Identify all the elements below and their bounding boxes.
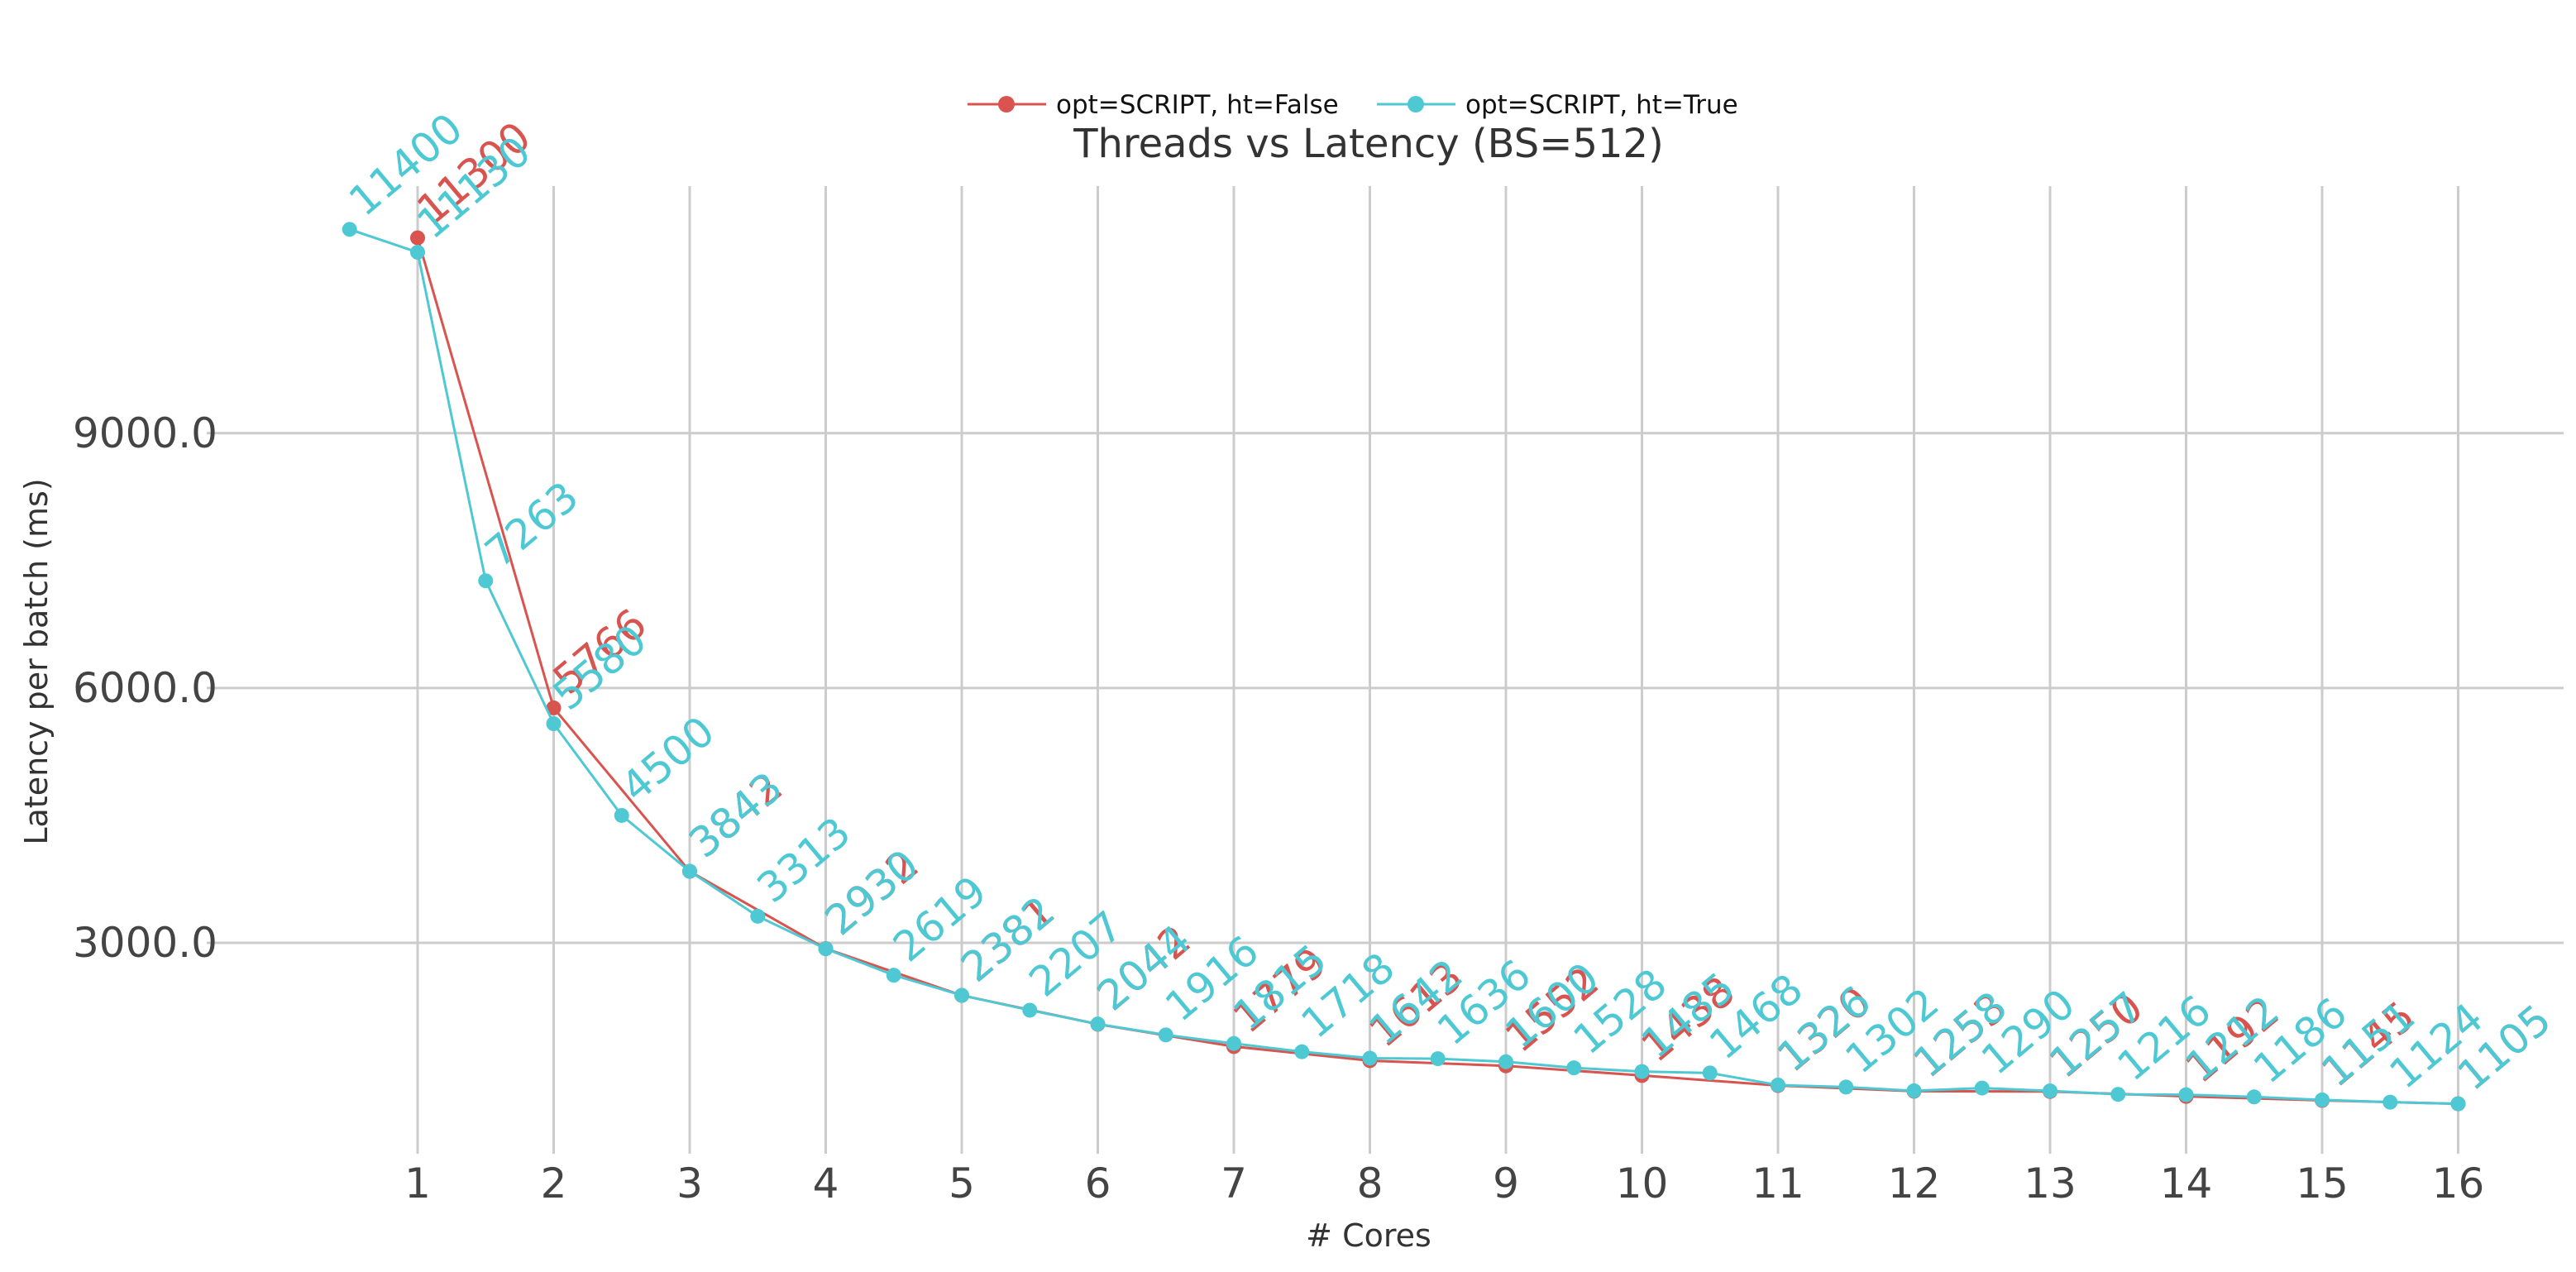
series-lines (342, 222, 2466, 1112)
data-label-ht-true-5: 3843 (680, 763, 791, 867)
x-tick-label-3: 3 (676, 1160, 703, 1207)
legend: opt=SCRIPT, ht=False opt=SCRIPT, ht=True (968, 90, 1738, 120)
data-point-ht-true-28 (2246, 1089, 2262, 1105)
data-point-ht-false-1 (546, 700, 562, 715)
data-point-ht-true-19 (1634, 1064, 1650, 1079)
data-point-ht-true-7 (818, 941, 834, 957)
x-tick-label-7: 7 (1221, 1160, 1247, 1207)
data-point-ht-true-12 (1158, 1027, 1173, 1043)
grid (207, 186, 2564, 1154)
y-tick-labels: 3000.0 6000.0 9000.0 (73, 409, 217, 967)
x-tick-label-10: 10 (1616, 1160, 1669, 1207)
data-point-ht-true-15 (1362, 1050, 1378, 1066)
x-tick-label-4: 4 (813, 1160, 839, 1207)
data-label-ht-true-4: 4500 (612, 707, 724, 811)
x-tick-label-9: 9 (1493, 1160, 1519, 1207)
data-point-ht-true-21 (1771, 1077, 1785, 1093)
chart-title: Threads vs Latency (BS=512) (1073, 121, 1664, 167)
legend-marker-ht-true (1407, 96, 1424, 112)
x-tick-label-6: 6 (1085, 1160, 1111, 1207)
data-point-ht-true-29 (2315, 1092, 2330, 1107)
data-point-ht-true-27 (2178, 1087, 2194, 1102)
data-point-ht-true-23 (1906, 1083, 1922, 1098)
x-tick-label-15: 15 (2296, 1160, 2349, 1207)
data-point-ht-true-2 (478, 573, 494, 589)
x-tick-label-5: 5 (949, 1160, 975, 1207)
data-point-ht-false-0 (410, 230, 425, 246)
data-point-ht-true-9 (954, 987, 969, 1003)
data-point-ht-true-14 (1294, 1044, 1310, 1059)
data-point-ht-true-20 (1702, 1065, 1718, 1081)
data-point-ht-true-31 (2450, 1096, 2466, 1112)
legend-item-ht-false: opt=SCRIPT, ht=False (968, 90, 1339, 120)
x-tick-label-16: 16 (2432, 1160, 2485, 1207)
data-point-ht-true-1 (410, 245, 425, 261)
data-point-ht-true-13 (1226, 1035, 1241, 1051)
x-tick-label-8: 8 (1357, 1160, 1384, 1207)
data-point-ht-true-17 (1498, 1054, 1513, 1069)
data-point-ht-true-18 (1566, 1060, 1582, 1076)
data-point-ht-true-22 (1838, 1079, 1854, 1095)
y-tick-label-9000.0: 9000.0 (73, 409, 217, 457)
data-label-ht-true-2: 7263 (476, 472, 588, 576)
data-point-ht-true-25 (2043, 1083, 2057, 1099)
data-point-ht-true-5 (682, 863, 697, 879)
data-point-ht-true-10 (1022, 1002, 1038, 1018)
data-point-ht-true-24 (1974, 1080, 1990, 1096)
x-tick-label-13: 13 (2024, 1160, 2077, 1207)
legend-label-ht-false: opt=SCRIPT, ht=False (1056, 90, 1339, 120)
data-point-ht-true-6 (750, 908, 766, 924)
legend-marker-ht-false (998, 96, 1015, 112)
x-tick-label-14: 14 (2160, 1160, 2213, 1207)
legend-item-ht-true: opt=SCRIPT, ht=True (1377, 90, 1738, 120)
data-point-ht-true-16 (1430, 1051, 1446, 1067)
data-point-ht-true-3 (546, 716, 562, 732)
series-line-ht-true (349, 227, 2459, 1106)
data-point-ht-true-4 (614, 807, 629, 823)
legend-label-ht-true: opt=SCRIPT, ht=True (1465, 90, 1738, 120)
x-axis-label: # Cores (1306, 1217, 1431, 1254)
x-tick-label-2: 2 (541, 1160, 567, 1207)
x-tick-label-1: 1 (404, 1160, 431, 1207)
y-tick-label-3000.0: 3000.0 (73, 919, 217, 967)
data-point-ht-true-26 (2110, 1087, 2126, 1102)
y-axis-label: Latency per batch (ms) (18, 478, 55, 844)
x-tick-label-11: 11 (1752, 1160, 1804, 1207)
data-point-ht-true-11 (1090, 1016, 1106, 1032)
data-point-ht-true-8 (886, 968, 901, 983)
data-point-ht-true-0 (342, 222, 357, 237)
x-tick-label-12: 12 (1888, 1160, 1941, 1207)
y-tick-label-6000.0: 6000.0 (73, 664, 217, 712)
x-tick-labels: 1 2 3 4 5 6 7 8 9 10 11 12 13 14 15 16 (404, 1160, 2484, 1207)
data-point-ht-true-30 (2382, 1094, 2398, 1110)
